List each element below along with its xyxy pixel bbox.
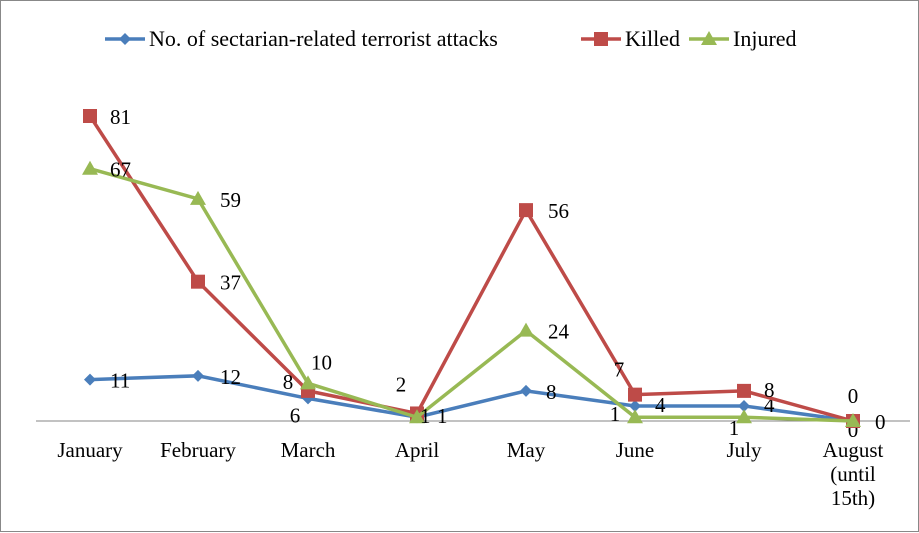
legend-label: Killed bbox=[625, 26, 680, 51]
legend-item-killed: Killed bbox=[581, 26, 680, 51]
data-label: 59 bbox=[220, 188, 241, 212]
data-point bbox=[190, 190, 206, 205]
data-label: 8 bbox=[546, 380, 557, 404]
data-point bbox=[628, 387, 642, 402]
x-tick-label: April bbox=[395, 438, 439, 462]
data-point bbox=[83, 109, 97, 123]
data-label: 67 bbox=[110, 158, 131, 182]
data-label: 11 bbox=[110, 369, 130, 393]
series-no-of-sectarian-related-terrorist-attacks: 11 126 184 40 bbox=[84, 365, 859, 442]
data-label: 12 bbox=[220, 365, 241, 389]
series-line-killed bbox=[88, 115, 854, 423]
data-label: 24 bbox=[548, 320, 570, 344]
data-point bbox=[629, 399, 641, 412]
data-label: 4 bbox=[764, 393, 775, 417]
data-label: 4 bbox=[655, 393, 666, 417]
x-tick-label: March bbox=[281, 438, 336, 462]
data-point bbox=[845, 413, 861, 427]
data-label: 56 bbox=[548, 199, 569, 223]
legend-marker bbox=[119, 33, 131, 45]
data-point bbox=[738, 399, 750, 412]
series-line-no-of-sectarian-related-terrorist-attacks bbox=[89, 374, 854, 423]
legend-item-injured: Injured bbox=[689, 26, 797, 51]
data-label: 10 bbox=[311, 350, 332, 374]
data-label: 2 bbox=[396, 372, 407, 396]
data-point bbox=[409, 409, 425, 424]
data-label: 6 bbox=[290, 403, 301, 427]
data-label: 0 bbox=[875, 410, 886, 434]
x-tick-label: May bbox=[507, 438, 546, 462]
x-tick-label: June bbox=[616, 438, 655, 462]
series-line-injured bbox=[89, 167, 854, 423]
data-label: 37 bbox=[220, 271, 241, 295]
data-label: 0 bbox=[848, 418, 859, 442]
data-point bbox=[192, 369, 204, 382]
data-label: 1 bbox=[729, 416, 740, 440]
x-tick-labels: January February March April May June July Augu… bbox=[57, 438, 883, 510]
data-label: 0 bbox=[848, 384, 859, 408]
data-point bbox=[520, 384, 532, 397]
data-point bbox=[82, 160, 98, 175]
data-point bbox=[300, 375, 316, 390]
x-tick-label: August (until 15th) bbox=[823, 438, 884, 510]
legend-marker bbox=[701, 31, 717, 45]
data-label: 1 bbox=[437, 404, 448, 428]
legend-item-no-of-sectarian-related-terrorist-attacks: No. of sectarian-related terrorist attac… bbox=[105, 26, 498, 51]
data-label: 81 bbox=[110, 105, 131, 129]
data-point bbox=[627, 409, 643, 424]
x-tick-label: July bbox=[726, 438, 762, 462]
data-point bbox=[736, 409, 752, 424]
data-label: 1 bbox=[610, 402, 621, 426]
legend: No. of sectarian-related terrorist attac… bbox=[105, 26, 797, 51]
data-point bbox=[518, 322, 534, 337]
legend-label: Injured bbox=[733, 26, 797, 51]
data-point bbox=[519, 203, 533, 218]
legend-marker bbox=[594, 32, 608, 46]
x-tick-label: January bbox=[57, 438, 123, 462]
data-label: 8 bbox=[764, 378, 775, 402]
x-tick-label: February bbox=[160, 438, 236, 462]
legend-label: No. of sectarian-related terrorist attac… bbox=[149, 26, 498, 51]
data-label: 1 bbox=[420, 404, 431, 428]
data-point bbox=[84, 373, 96, 386]
data-label: 8 bbox=[283, 370, 294, 394]
data-point bbox=[191, 274, 205, 289]
data-point bbox=[737, 383, 751, 398]
data-label: 7 bbox=[614, 358, 625, 382]
